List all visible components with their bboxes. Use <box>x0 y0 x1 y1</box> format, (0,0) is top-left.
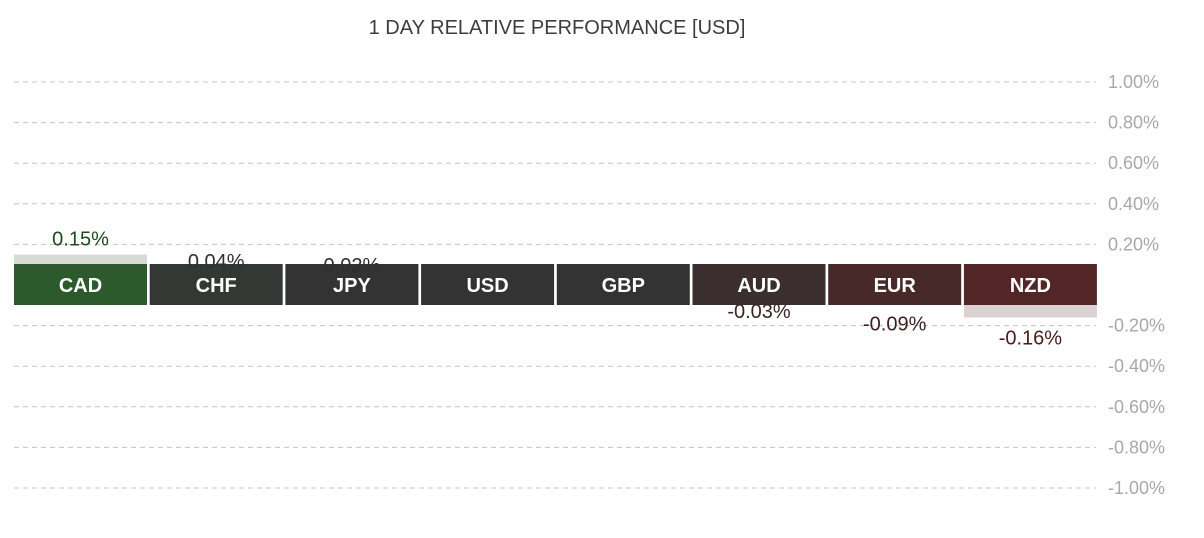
value-bar <box>963 305 1097 318</box>
currency-tile <box>556 264 690 305</box>
value-label: 0.02% <box>324 255 381 277</box>
value-label-layer: 0.15% 0.04% 0.02% -0.03% -0.09% -0.16% <box>52 229 1062 350</box>
currency-tile <box>963 264 1097 305</box>
y-tick-label: -0.40% <box>1108 356 1165 376</box>
y-tick-label: 0.80% <box>1108 113 1159 133</box>
currency-label: NZD <box>1010 275 1051 297</box>
y-tick-label: 0.20% <box>1108 234 1159 254</box>
bar-layer <box>14 254 1097 318</box>
currency-tile <box>285 264 419 305</box>
currency-label: EUR <box>874 275 917 297</box>
currency-label: JPY <box>333 275 371 297</box>
value-label: 0.15% <box>52 229 109 251</box>
y-tick-label: -0.20% <box>1108 316 1165 336</box>
y-tick-label: 1.00% <box>1108 72 1159 92</box>
y-tick-label: 0.40% <box>1108 194 1159 214</box>
chart-title: 1 DAY RELATIVE PERFORMANCE [USD] <box>369 17 746 39</box>
y-tick-label: 0.60% <box>1108 153 1159 173</box>
currency-label: AUD <box>737 275 780 297</box>
currency-tile-layer: CAD CHF JPY USD GBP AUD EUR NZD <box>14 264 1097 305</box>
y-tick-label: -0.60% <box>1108 397 1165 417</box>
value-label: 0.04% <box>188 251 245 273</box>
value-label: -0.16% <box>999 327 1063 349</box>
currency-label: CAD <box>59 275 102 297</box>
grid-layer: 1.00% 0.80% 0.60% 0.40% 0.20% -0.20% -0.40% -0.… <box>14 72 1165 498</box>
currency-label: USD <box>466 275 508 297</box>
value-label: -0.09% <box>863 313 927 335</box>
currency-label: CHF <box>196 275 237 297</box>
currency-tile <box>149 264 283 305</box>
currency-tile <box>14 264 147 305</box>
y-tick-label: -1.00% <box>1108 478 1165 498</box>
value-bar <box>14 254 147 264</box>
value-label: -0.03% <box>727 301 791 323</box>
currency-tile <box>828 264 962 305</box>
currency-tile <box>421 264 555 305</box>
y-tick-label: -0.80% <box>1108 437 1165 457</box>
currency-tile <box>692 264 826 305</box>
currency-label: GBP <box>602 275 645 297</box>
